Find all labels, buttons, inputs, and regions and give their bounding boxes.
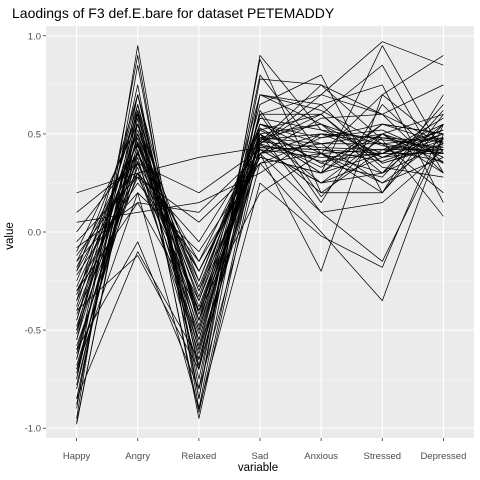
series-line [76,133,444,370]
y-tick-label: -0.5 [25,326,41,337]
series-line [76,133,444,390]
series-line [76,110,444,295]
y-tick-label: 1.0 [28,31,41,42]
series-line [76,84,444,315]
series-line [76,113,444,282]
x-tick-label: Stressed [364,451,402,462]
plot-area: 1.0 0.5 0.0 -0.5 -1.0 Happy Angry Relaxed Sad Anx… [25,26,474,462]
y-tick-label: 0.5 [28,129,41,140]
x-tick-label: Relaxed [181,451,216,462]
series-line [76,123,444,409]
series-line [76,78,444,400]
chart-title: Laodings of F3 def.E.bare for dataset PE… [12,5,335,21]
y-tick-label: -1.0 [25,424,41,435]
x-tick-label: Happy [63,451,91,462]
series-line [76,133,444,223]
x-tick-label: Depressed [420,451,466,462]
y-axis-label: value [4,222,16,250]
x-tick-label: Anxious [304,451,338,462]
series-line [76,143,444,272]
series-line [76,84,444,321]
series-line [76,137,444,311]
series-line [76,74,444,327]
series-line [76,147,444,194]
y-tick-label: 0.0 [28,228,41,239]
x-axis-label: variable [238,462,278,474]
x-tick-label: Angry [125,451,150,462]
series-line [76,137,444,213]
series-line [76,123,444,262]
x-tick-label: Sad [252,451,269,462]
